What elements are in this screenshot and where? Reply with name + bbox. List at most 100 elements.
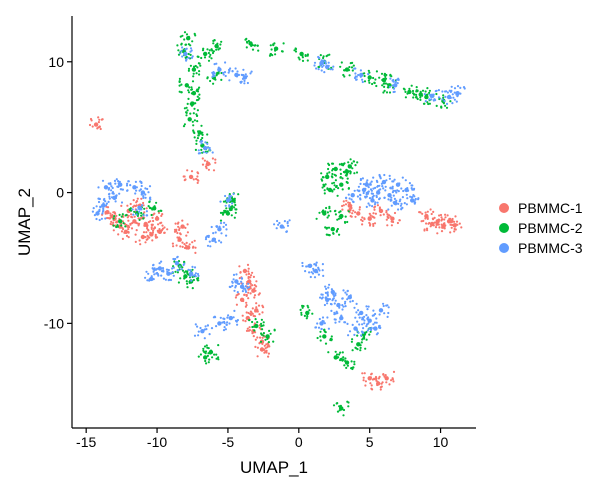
point-pbmmc-3-43-11 xyxy=(323,322,326,325)
point-pbmmc-2-45 xyxy=(322,334,327,339)
point-pbmmc-1-20-10 xyxy=(255,306,258,309)
point-pbmmc-2-2-0 xyxy=(196,66,199,69)
point-pbmmc-2-36-6 xyxy=(115,225,118,229)
point-pbmmc-2-22-3 xyxy=(416,97,419,101)
point-pbmmc-2-43-12 xyxy=(199,353,202,356)
point-pbmmc-3-46-10 xyxy=(386,304,389,307)
point-pbmmc-3-16-8 xyxy=(204,141,207,144)
point-pbmmc-3-33-4 xyxy=(367,190,370,193)
point-pbmmc-1-20-2 xyxy=(258,313,261,316)
point-pbmmc-2-16-2 xyxy=(347,69,351,72)
series-pbmmc-2 xyxy=(112,31,452,417)
point-pbmmc-3-34-5 xyxy=(347,193,350,196)
point-pbmmc-1-39-1 xyxy=(212,169,216,172)
point-pbmmc-1-4-12 xyxy=(127,231,130,234)
point-pbmmc-2-8-6 xyxy=(190,92,193,95)
point-pbmmc-3-24-9 xyxy=(325,64,328,68)
point-pbmmc-2-38-4 xyxy=(148,200,151,204)
point-pbmmc-2-52-6 xyxy=(347,401,350,404)
point-pbmmc-1-22-10 xyxy=(245,329,249,332)
point-pbmmc-1-36-7 xyxy=(361,372,364,375)
point-pbmmc-3-50-0 xyxy=(204,325,207,328)
point-pbmmc-3-31 xyxy=(370,198,375,203)
point-pbmmc-3-43-10 xyxy=(326,316,329,319)
point-pbmmc-2-27-6 xyxy=(337,187,340,190)
point-pbmmc-2-30-13 xyxy=(325,233,328,236)
point-pbmmc-3-15-8 xyxy=(211,75,214,78)
point-pbmmc-2-20 xyxy=(424,94,429,100)
point-pbmmc-3-8-13 xyxy=(152,268,155,271)
point-pbmmc-1-26-9 xyxy=(349,215,352,218)
point-pbmmc-1-13-7 xyxy=(173,230,177,233)
point-pbmmc-3-45-7 xyxy=(362,327,365,330)
point-pbmmc-3-6-0 xyxy=(114,196,118,200)
point-pbmmc-3-50-12 xyxy=(199,326,202,330)
point-pbmmc-3-6-7 xyxy=(112,196,115,199)
point-pbmmc-3-52-4 xyxy=(228,322,231,325)
point-pbmmc-1-28-6 xyxy=(374,212,377,215)
point-pbmmc-3-12-3 xyxy=(191,265,194,268)
point-pbmmc-2-2-7 xyxy=(192,75,195,78)
point-pbmmc-3-48-4 xyxy=(222,225,225,228)
point-pbmmc-2-50-6 xyxy=(256,321,259,324)
point-pbmmc-3-33-13 xyxy=(369,188,373,191)
point-pbmmc-3-38-2 xyxy=(355,302,358,305)
point-pbmmc-2-14-7 xyxy=(304,54,307,58)
point-pbmmc-3-11-3 xyxy=(178,265,181,268)
point-pbmmc-2-0-10 xyxy=(191,40,194,43)
point-pbmmc-3-45-8 xyxy=(358,323,361,326)
point-pbmmc-2-8-2 xyxy=(198,93,201,96)
point-pbmmc-2-30-3 xyxy=(335,230,338,233)
point-pbmmc-2-35-5 xyxy=(230,214,233,217)
point-pbmmc-3-35-1 xyxy=(412,194,415,197)
point-pbmmc-3-53-4 xyxy=(231,280,234,283)
point-pbmmc-1-28-4 xyxy=(382,213,385,216)
point-pbmmc-2-43-3 xyxy=(209,349,213,352)
point-pbmmc-2-9-0 xyxy=(208,55,211,58)
point-pbmmc-1-16-2 xyxy=(238,277,241,280)
point-pbmmc-1-11-10 xyxy=(146,238,149,241)
point-pbmmc-2-50-11 xyxy=(251,320,254,324)
point-pbmmc-3-52-8 xyxy=(232,316,235,319)
point-pbmmc-3-14-11 xyxy=(228,79,231,82)
point-pbmmc-2-13-9 xyxy=(269,44,272,47)
point-pbmmc-2-35-11 xyxy=(234,211,237,214)
point-pbmmc-2-46-10 xyxy=(327,351,330,354)
point-pbmmc-1-37-0 xyxy=(376,380,379,383)
point-pbmmc-1-19-3 xyxy=(234,296,237,299)
point-pbmmc-2-50-2 xyxy=(261,328,264,331)
point-pbmmc-1-0-7 xyxy=(96,127,99,130)
point-pbmmc-3-13-13 xyxy=(239,81,242,84)
point-pbmmc-1-23-12 xyxy=(256,346,259,349)
point-pbmmc-2-38-9 xyxy=(151,208,154,211)
point-pbmmc-1-26-1 xyxy=(354,211,357,214)
point-pbmmc-2-9-5 xyxy=(211,51,215,55)
point-pbmmc-2-16-0 xyxy=(351,69,354,72)
point-pbmmc-3-14-9 xyxy=(227,71,230,74)
point-pbmmc-3-18-12 xyxy=(331,68,334,71)
point-pbmmc-1-25-0 xyxy=(341,204,344,208)
point-pbmmc-3-33-10 xyxy=(368,183,371,186)
point-pbmmc-3-28-3 xyxy=(404,179,407,182)
point-pbmmc-2-52-0 xyxy=(339,404,342,407)
point-pbmmc-1-19-10 xyxy=(244,305,247,308)
point-pbmmc-3-17-13 xyxy=(191,55,194,58)
point-pbmmc-3-53-6 xyxy=(231,284,234,287)
point-pbmmc-1-10-6 xyxy=(163,226,166,229)
point-pbmmc-1-33-13 xyxy=(437,218,440,221)
point-pbmmc-2-29-13 xyxy=(321,210,324,213)
point-pbmmc-3-31-3 xyxy=(374,201,377,204)
point-pbmmc-3-44-0 xyxy=(324,296,328,299)
point-pbmmc-2-28-13 xyxy=(323,184,326,187)
point-pbmmc-3-17-12 xyxy=(185,47,188,50)
point-pbmmc-1-2-2 xyxy=(109,222,112,226)
point-pbmmc-2-14-12 xyxy=(306,53,309,56)
point-pbmmc-2-21-11 xyxy=(435,104,438,107)
point-pbmmc-3-24-0 xyxy=(313,64,316,67)
point-pbmmc-3-30-0 xyxy=(380,182,383,185)
point-pbmmc-2-8-13 xyxy=(197,88,200,91)
point-pbmmc-3-44-12 xyxy=(327,286,330,289)
point-pbmmc-1-20-12 xyxy=(255,302,258,305)
point-pbmmc-2-15-3 xyxy=(317,65,320,69)
point-pbmmc-2-0-13 xyxy=(183,31,187,34)
